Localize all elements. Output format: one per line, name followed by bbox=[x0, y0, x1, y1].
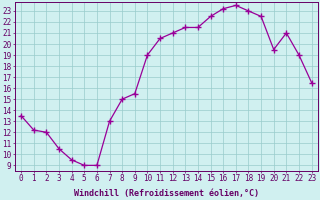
X-axis label: Windchill (Refroidissement éolien,°C): Windchill (Refroidissement éolien,°C) bbox=[74, 189, 259, 198]
